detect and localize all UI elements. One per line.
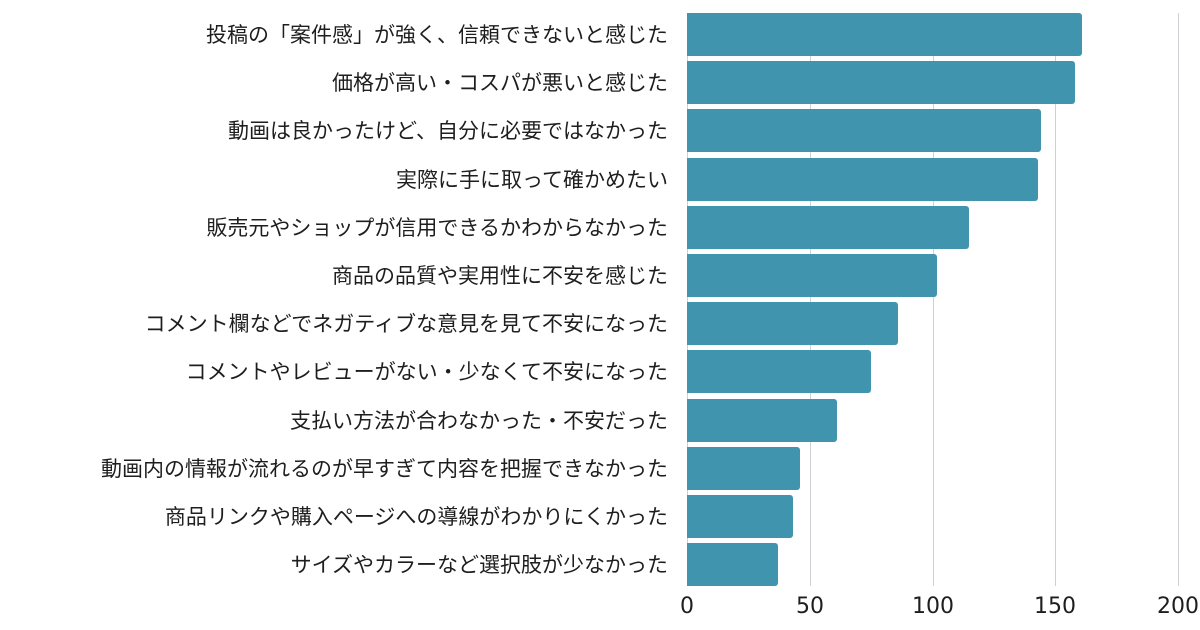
category-label: 商品リンクや購入ページへの導線がわかりにくかった <box>164 505 668 529</box>
x-tick-label: 150 <box>1034 594 1076 619</box>
gridline <box>933 13 934 586</box>
x-tick-label: 0 <box>680 594 694 619</box>
category-label: 商品の品質や実用性に不安を感じた <box>332 264 668 288</box>
bar <box>687 206 969 249</box>
category-label: コメント欄などでネガティブな意見を見て不安になった <box>144 312 668 336</box>
bar <box>687 13 1082 56</box>
x-tick-label: 50 <box>796 594 824 619</box>
gridline <box>1055 13 1056 586</box>
bar <box>687 543 778 586</box>
gridline <box>810 13 811 586</box>
bar <box>687 350 871 393</box>
bar <box>687 495 793 538</box>
bar <box>687 254 937 297</box>
bar <box>687 447 800 490</box>
category-label: 販売元やショップが信用できるかわからなかった <box>206 216 668 240</box>
category-label: 実際に手に取って確かめたい <box>396 168 668 192</box>
category-label: 動画は良かったけど、自分に必要ではなかった <box>228 119 668 143</box>
category-label: 投稿の「案件感」が強く、信頼できないと感じた <box>206 23 668 47</box>
category-label: 価格が高い・コスパが悪いと感じた <box>332 71 668 95</box>
bar <box>687 158 1038 201</box>
bar <box>687 302 898 345</box>
gridline <box>1178 13 1179 586</box>
bar <box>687 61 1075 104</box>
bar <box>687 109 1041 152</box>
x-tick-label: 100 <box>912 594 954 619</box>
x-tick-label: 200 <box>1157 594 1199 619</box>
bar <box>687 399 837 442</box>
category-label: 動画内の情報が流れるのが早すぎて内容を把握できなかった <box>101 457 668 481</box>
category-label: 支払い方法が合わなかった・不安だった <box>290 409 668 433</box>
category-label: コメントやレビューがない・少なくて不安になった <box>185 360 668 384</box>
category-label: サイズやカラーなど選択肢が少なかった <box>290 553 668 577</box>
y-axis-line <box>687 13 688 586</box>
